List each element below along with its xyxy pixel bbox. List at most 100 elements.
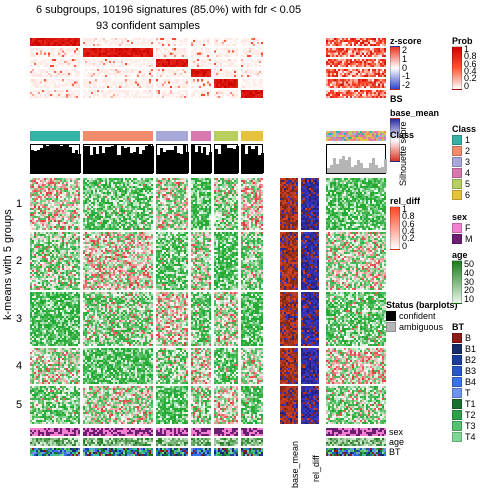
- prob-track: [241, 90, 263, 98]
- prob-track: [83, 48, 153, 56]
- age: [30, 438, 80, 446]
- legend-age: age5040302010: [452, 250, 474, 304]
- legend-silhouette: Silhouette score: [390, 146, 455, 156]
- center-column: [301, 386, 319, 424]
- legend-sex: sexFM: [452, 212, 473, 244]
- sex: [83, 428, 153, 436]
- legend-bs: BS: [390, 94, 403, 104]
- class-bar: [156, 131, 188, 141]
- silhouette-panel: [326, 144, 386, 174]
- prob-track: [241, 48, 263, 56]
- prob-track: [156, 90, 188, 98]
- main-heatmap: [30, 348, 80, 384]
- prob-track: [191, 59, 211, 67]
- bt: [241, 448, 263, 456]
- row-group-label: 1: [16, 198, 22, 210]
- row-group-label: 5: [16, 399, 22, 411]
- main-heatmap: [83, 386, 153, 424]
- prob-track: [326, 48, 386, 56]
- center-column: [280, 232, 298, 290]
- prob-track: [214, 38, 238, 46]
- prob-track: [191, 90, 211, 98]
- main-heatmap: [241, 292, 263, 346]
- prob-track: [30, 48, 80, 56]
- main-heatmap: [214, 178, 238, 230]
- bt: [30, 448, 80, 456]
- prob-track: [30, 69, 80, 77]
- main-heatmap: [83, 348, 153, 384]
- class-bar: [214, 131, 238, 141]
- sex: [326, 428, 386, 436]
- main-heatmap: [30, 386, 80, 424]
- prob-track: [191, 48, 211, 56]
- row-group-label: 2: [16, 255, 22, 267]
- prob-track: [30, 38, 80, 46]
- silhouette-panel: [156, 144, 188, 174]
- main-heatmap: [326, 178, 386, 230]
- title-main: 6 subgroups, 10196 signatures (85.0%) wi…: [36, 4, 301, 16]
- main-heatmap: [156, 292, 188, 346]
- row-group-label: 4: [16, 360, 22, 372]
- bt: [156, 448, 188, 456]
- prob-track: [214, 90, 238, 98]
- prob-track: [326, 79, 386, 87]
- sex: [241, 428, 263, 436]
- row-group-label: 3: [16, 313, 22, 325]
- center-column: [280, 292, 298, 346]
- center-column: [301, 292, 319, 346]
- main-heatmap: [326, 386, 386, 424]
- prob-track: [214, 48, 238, 56]
- age-label: age: [389, 437, 404, 447]
- class-bar: [241, 131, 263, 141]
- prob-track: [326, 69, 386, 77]
- main-heatmap: [191, 292, 211, 346]
- prob-track: [191, 79, 211, 87]
- main-heatmap: [241, 348, 263, 384]
- center-column: [280, 348, 298, 384]
- age: [83, 438, 153, 446]
- sex: [214, 428, 238, 436]
- main-heatmap: [191, 386, 211, 424]
- prob-track: [83, 38, 153, 46]
- age: [156, 438, 188, 446]
- legend-bt: BTBB1B2B3B4TT1T2T3T4: [452, 322, 476, 442]
- sex: [191, 428, 211, 436]
- age: [214, 438, 238, 446]
- sex-label: sex: [389, 427, 403, 437]
- bt-label: BT: [389, 447, 401, 457]
- class-bar-ambiguous: [326, 131, 386, 141]
- main-heatmap: [326, 292, 386, 346]
- main-heatmap: [214, 348, 238, 384]
- center-column: [280, 386, 298, 424]
- prob-track: [156, 79, 188, 87]
- prob-track: [326, 38, 386, 46]
- base-mean-label: base_mean: [290, 441, 300, 488]
- silhouette-panel: [83, 144, 153, 174]
- main-heatmap: [241, 386, 263, 424]
- title-sub: 93 confident samples: [96, 20, 200, 32]
- silhouette-panel: [191, 144, 211, 174]
- sex: [156, 428, 188, 436]
- main-heatmap: [83, 292, 153, 346]
- main-heatmap: [30, 232, 80, 290]
- class-bar: [30, 131, 80, 141]
- prob-track: [191, 69, 211, 77]
- main-heatmap: [191, 348, 211, 384]
- main-heatmap: [83, 178, 153, 230]
- prob-track: [156, 48, 188, 56]
- rel-diff-label: rel_diff: [311, 455, 321, 482]
- main-heatmap: [191, 178, 211, 230]
- silhouette-panel: [241, 144, 263, 174]
- prob-track: [241, 79, 263, 87]
- main-heatmap: [326, 348, 386, 384]
- bt: [326, 448, 386, 456]
- prob-track: [156, 38, 188, 46]
- main-heatmap: [241, 232, 263, 290]
- prob-track: [214, 69, 238, 77]
- main-heatmap: [214, 292, 238, 346]
- prob-track: [214, 59, 238, 67]
- main-heatmap: [241, 178, 263, 230]
- bt: [214, 448, 238, 456]
- age: [191, 438, 211, 446]
- main-heatmap: [30, 292, 80, 346]
